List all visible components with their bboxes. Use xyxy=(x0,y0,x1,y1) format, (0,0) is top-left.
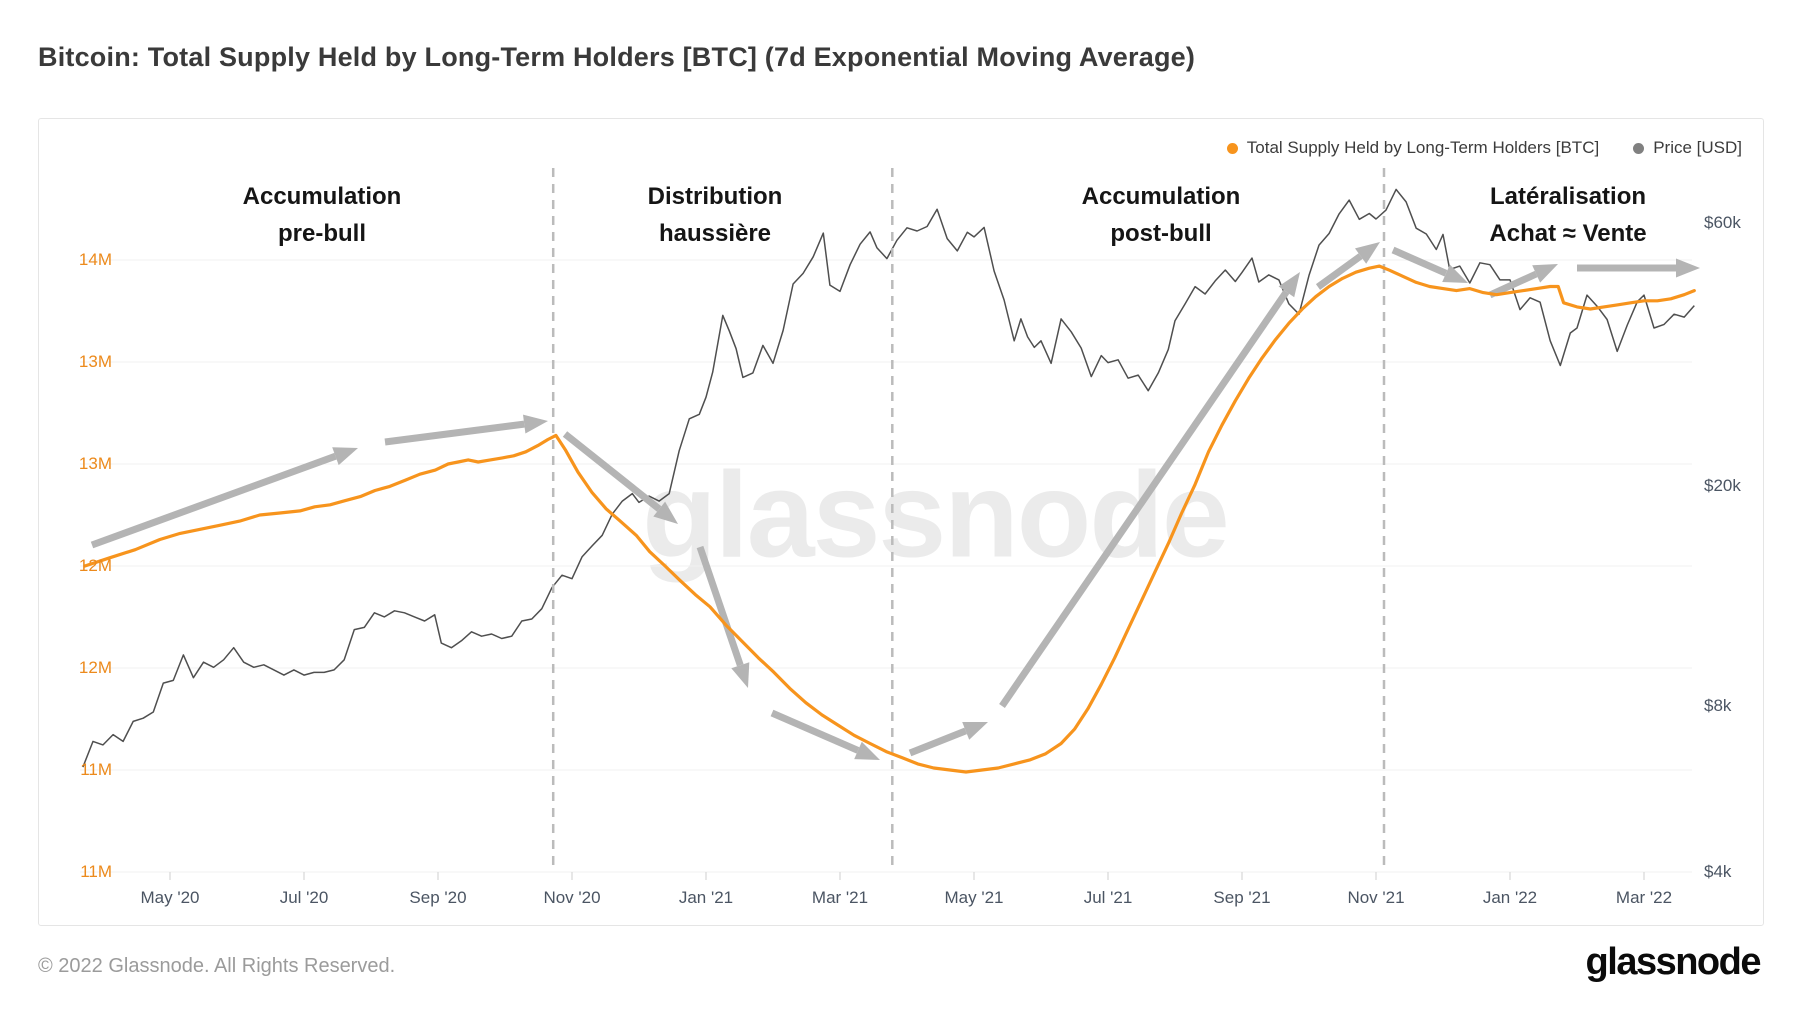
region-label-line1: Accumulation xyxy=(1081,183,1241,210)
region-label-2: Distribution haussière xyxy=(648,178,783,252)
y-left-tick-label: 13M xyxy=(78,454,112,473)
trend-arrow-head-icon xyxy=(653,501,678,524)
trend-arrow-shaft xyxy=(999,289,1290,708)
trend-arrow-head-icon xyxy=(332,447,358,466)
trend-arrow-head-icon xyxy=(854,741,880,760)
page-title: Bitcoin: Total Supply Held by Long-Term … xyxy=(38,42,1196,72)
region-label-line2: post-bull xyxy=(1110,220,1212,247)
x-tick-label: Sep '21 xyxy=(1213,888,1271,907)
region-label-line1: Latéralisation xyxy=(1489,183,1647,210)
trend-arrow-head-icon xyxy=(1442,264,1468,283)
region-label-3: Accumulation post-bull xyxy=(1082,178,1241,252)
y-left-tick-label: 12M xyxy=(78,556,112,575)
y-right-tick-label: $8k xyxy=(1704,695,1732,715)
x-tick-label: Jul '21 xyxy=(1083,888,1133,907)
x-tick-label: Sep '20 xyxy=(409,888,467,907)
x-tick-label: Jul '20 xyxy=(279,888,329,907)
chart-card xyxy=(38,118,1764,926)
y-left-tick-label: 12M xyxy=(78,658,112,677)
price-line xyxy=(82,188,1695,768)
region-label-4: Latéralisation Achat ≈ Vente xyxy=(1489,178,1646,252)
trend-arrow-head-icon xyxy=(962,722,988,740)
y-left-tick-label: 14M xyxy=(78,250,112,269)
trend-arrow-head-icon xyxy=(1278,272,1300,298)
trend-arrow-head-icon xyxy=(1676,258,1700,278)
copyright-text: © 2022 Glassnode. All Rights Reserved. xyxy=(38,955,396,977)
region-label-1: Accumulation pre-bull xyxy=(243,178,402,252)
legend-item-price[interactable]: Price [USD] xyxy=(1633,138,1742,158)
region-label-line2: pre-bull xyxy=(278,220,366,247)
trend-arrow-shaft xyxy=(1391,246,1448,277)
trend-arrow-head-icon xyxy=(1532,264,1558,283)
y-left-tick-label: 11M xyxy=(80,760,112,779)
trend-arrow-shaft xyxy=(908,727,967,757)
x-tick-label: Mar '21 xyxy=(811,888,869,907)
trend-arrow-shaft xyxy=(562,431,662,512)
trend-arrow-shaft xyxy=(90,452,337,549)
lth-supply-line xyxy=(83,264,1696,774)
legend-dot-orange-icon xyxy=(1226,142,1238,154)
x-tick-label: May '20 xyxy=(140,888,200,907)
trend-arrow-head-icon xyxy=(731,662,750,688)
trend-arrow-head-icon xyxy=(1355,242,1380,264)
x-tick-label: Nov '21 xyxy=(1347,888,1405,907)
region-label-line2: haussière xyxy=(658,220,772,247)
region-label-line1: Accumulation xyxy=(242,183,402,210)
x-tick-label: Nov '20 xyxy=(543,888,601,907)
trend-arrow-shaft xyxy=(1488,270,1538,299)
legend-label-price: Price [USD] xyxy=(1653,138,1742,157)
y-left-tick-label: 13M xyxy=(78,352,112,371)
x-tick-label: Jan '21 xyxy=(678,888,734,907)
trend-arrow-shaft xyxy=(770,709,860,754)
legend-label-lth-supply: Total Supply Held by Long-Term Holders [… xyxy=(1246,138,1600,157)
legend-dot-gray-icon xyxy=(1633,142,1645,154)
x-tick-label: May '21 xyxy=(944,888,1004,907)
trend-arrow-shaft xyxy=(1315,253,1363,290)
x-tick-label: Mar '22 xyxy=(1615,888,1673,907)
x-tick-label: Jan '22 xyxy=(1482,888,1538,907)
trend-arrow-head-icon xyxy=(523,414,548,434)
y-right-tick-label: $4k xyxy=(1704,862,1732,882)
legend-item-lth-supply[interactable]: Total Supply Held by Long-Term Holders [… xyxy=(1226,138,1600,158)
trend-arrow-shaft xyxy=(696,545,744,667)
region-label-line2: Achat ≈ Vente xyxy=(1489,220,1647,247)
glassnode-logo: glassnode xyxy=(1585,941,1762,983)
trend-arrow-shaft xyxy=(384,420,525,446)
y-right-tick-label: $60k xyxy=(1704,212,1741,232)
y-left-tick-label: 11M xyxy=(80,862,112,881)
region-label-line1: Distribution xyxy=(647,183,783,210)
y-right-tick-label: $20k xyxy=(1704,476,1741,496)
chart-legend: Total Supply Held by Long-Term Holders [… xyxy=(1226,138,1742,158)
